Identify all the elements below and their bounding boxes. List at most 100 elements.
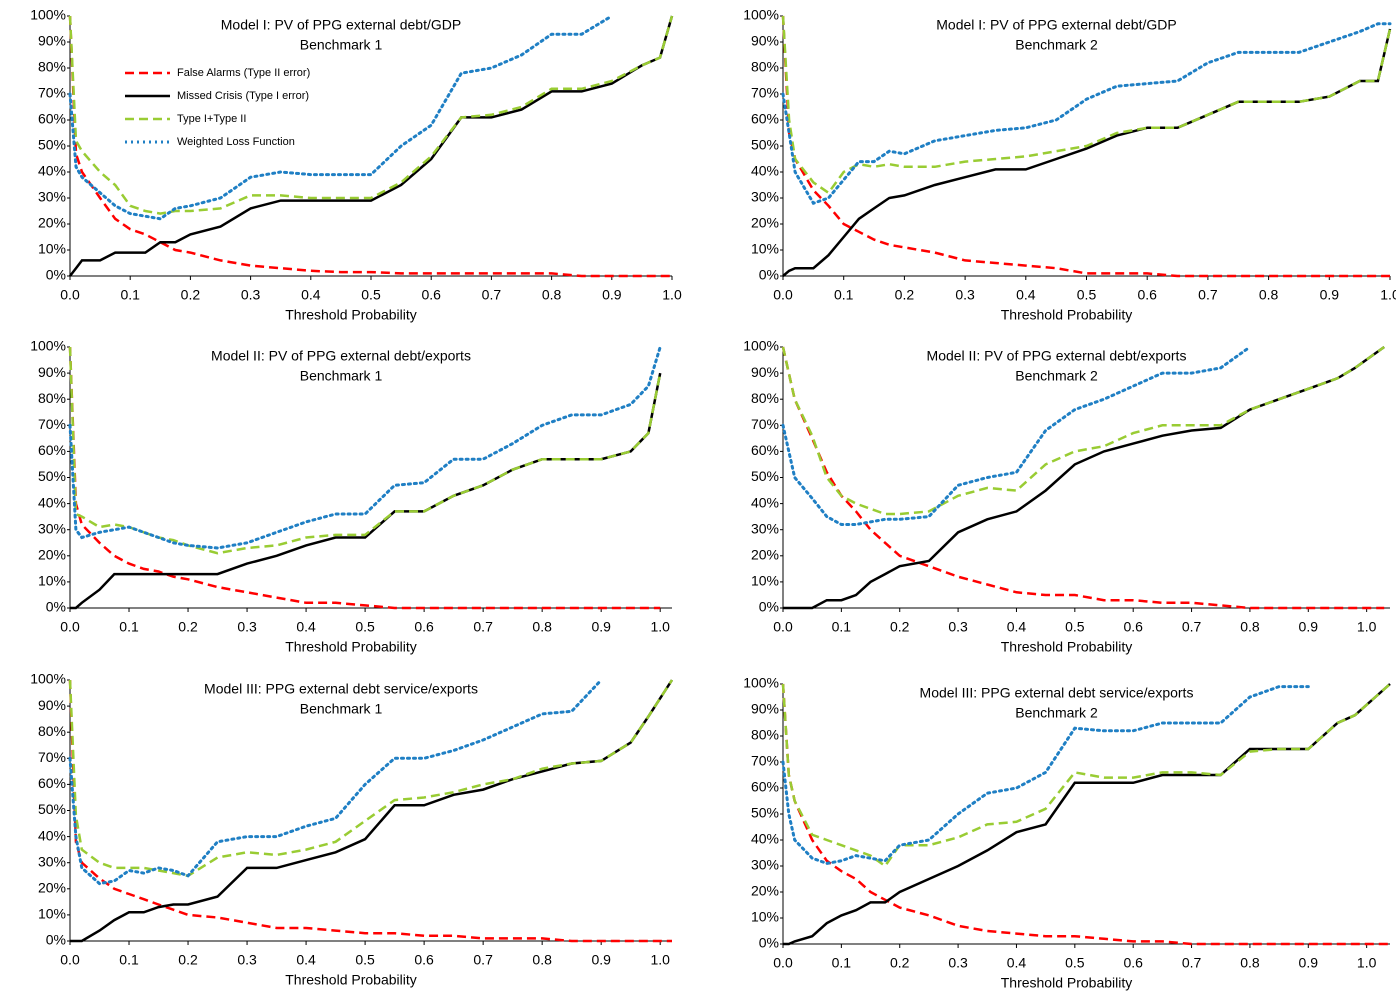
x-tick-label: 0.6	[414, 952, 434, 968]
series-line	[781, 345, 1252, 526]
x-tick-label: 0.0	[773, 619, 793, 635]
x-tick-label: 0.7	[1198, 287, 1218, 303]
series-line	[781, 683, 1391, 868]
y-tick-label: 80%	[38, 390, 66, 406]
y-tick-label: 90%	[751, 364, 779, 380]
x-axis-label: Threshold Probability	[1001, 639, 1133, 655]
x-tick-label: 0.1	[119, 952, 139, 968]
x-tick-label: 1.0	[1357, 955, 1377, 971]
x-tick-label: 0.8	[542, 287, 562, 303]
legend-label: Type I+Type II	[177, 113, 246, 125]
y-tick-label: 60%	[38, 775, 66, 791]
x-tick-label: 1.0	[662, 287, 682, 303]
series-line	[70, 372, 662, 610]
x-tick-label: 0.0	[773, 955, 793, 971]
x-tick-label: 0.8	[1240, 619, 1260, 635]
y-tick-label: 90%	[751, 701, 779, 717]
legend-label: False Alarms (Type II error)	[177, 67, 310, 79]
x-tick-label: 0.3	[237, 619, 257, 635]
series-line	[781, 22, 1392, 206]
chart-subtitle: Benchmark 1	[300, 37, 383, 53]
y-tick-label: 70%	[751, 85, 779, 101]
x-tick-label: 0.4	[1016, 287, 1036, 303]
x-tick-label: 0.2	[890, 619, 910, 635]
series-line	[68, 679, 672, 943]
series-line	[783, 345, 1385, 610]
x-tick-label: 0.2	[895, 287, 915, 303]
y-tick-label: 70%	[751, 753, 779, 769]
x-tick-label: 0.5	[1065, 619, 1085, 635]
x-tick-label: 0.0	[60, 952, 80, 968]
x-tick-label: 0.1	[832, 619, 852, 635]
x-tick-label: 0.6	[1137, 287, 1157, 303]
y-tick-label: 10%	[751, 573, 779, 589]
y-tick-label: 90%	[38, 364, 66, 380]
x-tick-label: 0.2	[178, 619, 198, 635]
y-tick-label: 40%	[38, 163, 66, 179]
y-tick-label: 60%	[751, 442, 779, 458]
y-tick-label: 0%	[46, 599, 66, 615]
x-tick-label: 0.7	[1182, 619, 1202, 635]
x-axis-label: Threshold Probability	[285, 639, 417, 655]
y-tick-label: 10%	[751, 909, 779, 925]
y-tick-label: 10%	[38, 573, 66, 589]
y-tick-label: 70%	[38, 85, 66, 101]
series-line	[68, 14, 614, 221]
y-tick-label: 0%	[46, 932, 66, 948]
x-tick-label: 0.3	[955, 287, 975, 303]
y-tick-label: 40%	[751, 831, 779, 847]
x-tick-label: 1.0	[650, 619, 670, 635]
x-tick-label: 0.0	[60, 619, 80, 635]
series-line	[781, 346, 1385, 610]
y-tick-label: 40%	[751, 494, 779, 510]
y-tick-label: 50%	[38, 801, 66, 817]
x-tick-label: 0.8	[532, 952, 552, 968]
x-tick-label: 0.3	[948, 955, 968, 971]
x-tick-label: 1.0	[1357, 619, 1377, 635]
chart-subtitle: Benchmark 1	[300, 368, 383, 384]
y-tick-label: 10%	[38, 241, 66, 257]
y-tick-label: 20%	[38, 215, 66, 231]
y-tick-label: 90%	[38, 697, 66, 713]
x-tick-label: 0.1	[119, 619, 139, 635]
y-tick-label: 50%	[751, 805, 779, 821]
x-tick-label: 0.5	[1065, 955, 1085, 971]
y-tick-label: 50%	[751, 468, 779, 484]
y-tick-label: 80%	[38, 723, 66, 739]
y-tick-label: 20%	[751, 215, 779, 231]
series-line	[781, 345, 1385, 516]
x-axis-label: Threshold Probability	[1001, 975, 1133, 991]
x-tick-label: 0.9	[591, 619, 611, 635]
y-tick-label: 90%	[38, 33, 66, 49]
y-tick-label: 100%	[30, 338, 66, 354]
x-tick-label: 0.3	[237, 952, 257, 968]
x-tick-label: 0.6	[1123, 955, 1143, 971]
x-tick-label: 0.5	[355, 952, 375, 968]
legend-label: Missed Crisis (Type I error)	[177, 90, 309, 102]
y-tick-label: 20%	[751, 547, 779, 563]
y-tick-label: 70%	[751, 416, 779, 432]
series-line	[68, 678, 603, 886]
y-tick-label: 60%	[751, 779, 779, 795]
x-axis-label: Threshold Probability	[285, 972, 417, 988]
y-tick-label: 50%	[38, 468, 66, 484]
x-tick-label: 0.4	[296, 619, 316, 635]
x-tick-label: 0.9	[1320, 287, 1340, 303]
chart-title: Model I: PV of PPG external debt/GDP	[936, 17, 1176, 33]
y-tick-label: 30%	[751, 857, 779, 873]
chart-title: Model III: PPG external debt service/exp…	[920, 685, 1194, 701]
x-tick-label: 0.6	[414, 619, 434, 635]
y-tick-label: 40%	[38, 827, 66, 843]
x-tick-label: 0.2	[178, 952, 198, 968]
y-tick-label: 100%	[743, 338, 779, 354]
x-tick-label: 0.8	[532, 619, 552, 635]
x-tick-label: 0.1	[120, 287, 140, 303]
x-tick-label: 0.4	[1007, 955, 1027, 971]
y-tick-label: 80%	[751, 390, 779, 406]
y-tick-label: 30%	[751, 520, 779, 536]
series-line	[68, 345, 662, 550]
x-tick-label: 0.8	[1259, 287, 1279, 303]
chart-subtitle: Benchmark 2	[1015, 705, 1098, 721]
x-tick-label: 0.1	[832, 955, 852, 971]
x-tick-label: 0.2	[181, 287, 201, 303]
